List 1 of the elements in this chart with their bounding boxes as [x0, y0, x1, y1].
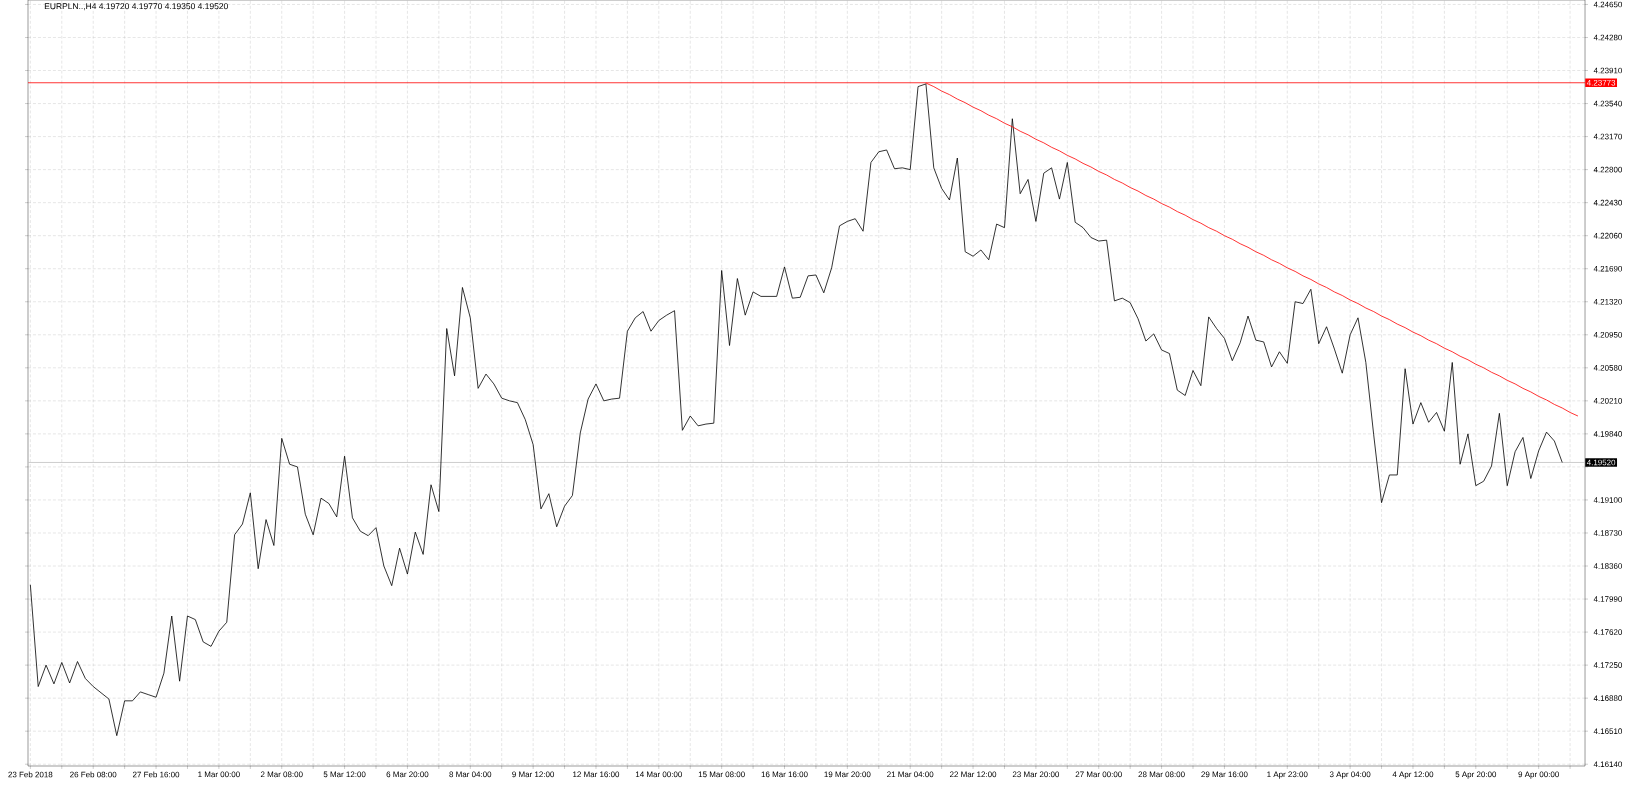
chart-title: EURPLN..,H4 4.19720 4.19770 4.19350 4.19520 [44, 3, 228, 11]
